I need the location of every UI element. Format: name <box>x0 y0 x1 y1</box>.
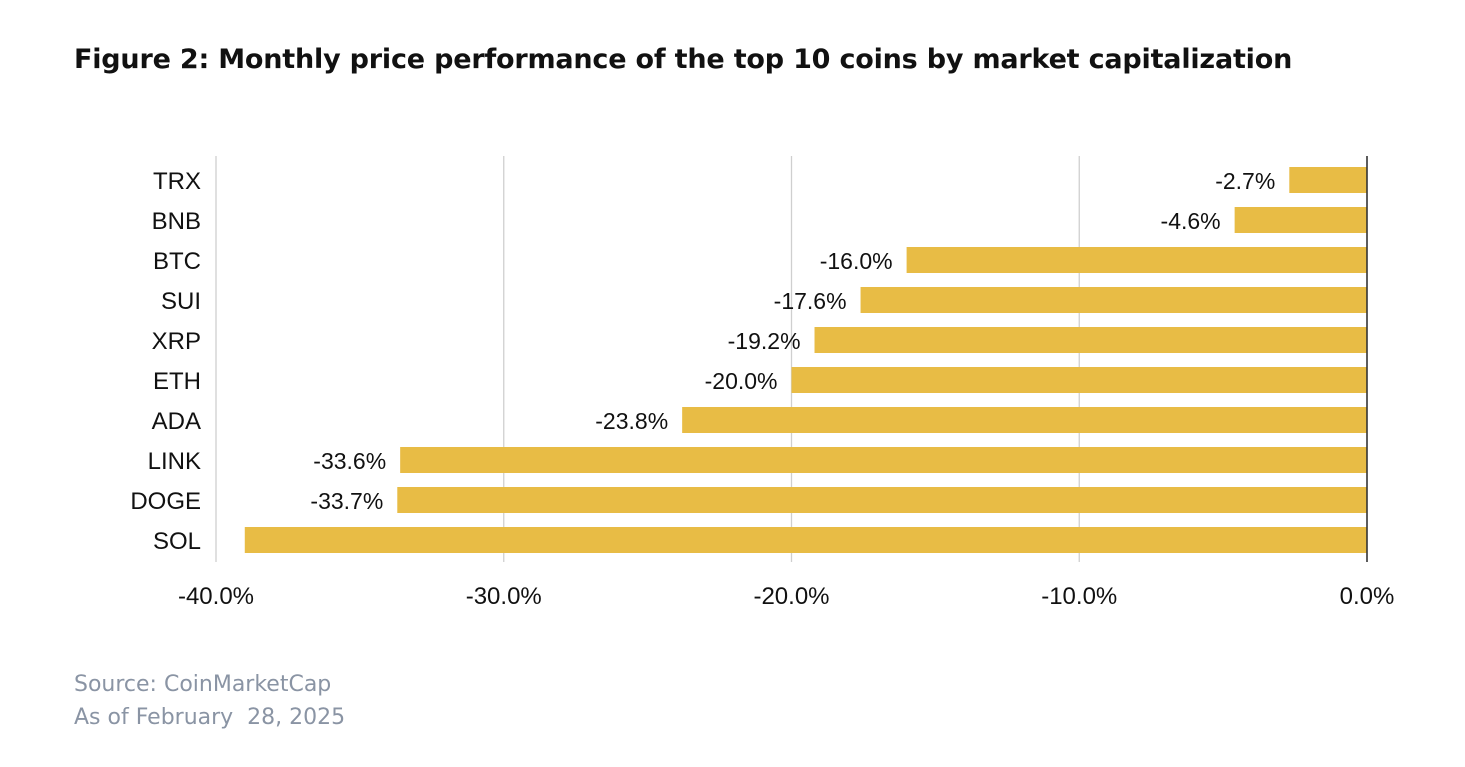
data-label: -20.0% <box>705 368 778 394</box>
data-label: -4.6% <box>1161 208 1221 234</box>
category-label: DOGE <box>130 488 201 515</box>
as-of-date: As of February 28, 2025 <box>74 705 346 730</box>
chart-title: Figure 2: Monthly price performance of t… <box>74 44 1293 75</box>
x-tick-label: -20.0% <box>753 583 829 610</box>
bar-chart: -40.0% -30.0% -20.0% -10.0% 0.0% TRX -2.7% BNB -… <box>130 156 1394 610</box>
x-tick-label: -40.0% <box>178 583 254 610</box>
bar <box>860 287 1367 313</box>
x-tick-label: -10.0% <box>1041 583 1117 610</box>
bar <box>400 447 1367 473</box>
data-label: -17.6% <box>774 288 847 314</box>
data-label: -2.7% <box>1215 168 1275 194</box>
category-label: ETH <box>153 368 201 395</box>
bar <box>1234 207 1367 233</box>
category-label: BTC <box>153 248 201 275</box>
x-tick-label: -30.0% <box>466 583 542 610</box>
bar <box>814 327 1367 353</box>
data-label: -16.0% <box>820 248 893 274</box>
source-text: Source: CoinMarketCap <box>74 672 332 697</box>
category-label: SOL <box>153 528 201 555</box>
bar <box>906 247 1367 273</box>
bar <box>682 407 1367 433</box>
category-label: ADA <box>152 408 201 435</box>
category-label: XRP <box>152 328 201 355</box>
data-label: -23.8% <box>595 408 668 434</box>
category-label: SUI <box>161 288 201 315</box>
data-label: -33.6% <box>313 448 386 474</box>
data-label: -19.2% <box>728 328 801 354</box>
category-label: BNB <box>152 208 201 235</box>
source-note: Source: CoinMarketCap As of February 28,… <box>74 668 345 734</box>
category-label: LINK <box>148 448 201 475</box>
bar <box>1289 167 1367 193</box>
bar <box>791 367 1367 393</box>
data-label: -33.7% <box>310 488 383 514</box>
labels: -40.0% -30.0% -20.0% -10.0% 0.0% TRX -2.7% BNB -… <box>130 168 1394 610</box>
bar <box>244 527 1367 553</box>
category-label: TRX <box>153 168 201 195</box>
bars <box>244 167 1368 553</box>
x-tick-label: 0.0% <box>1340 583 1395 610</box>
bar <box>397 487 1368 513</box>
